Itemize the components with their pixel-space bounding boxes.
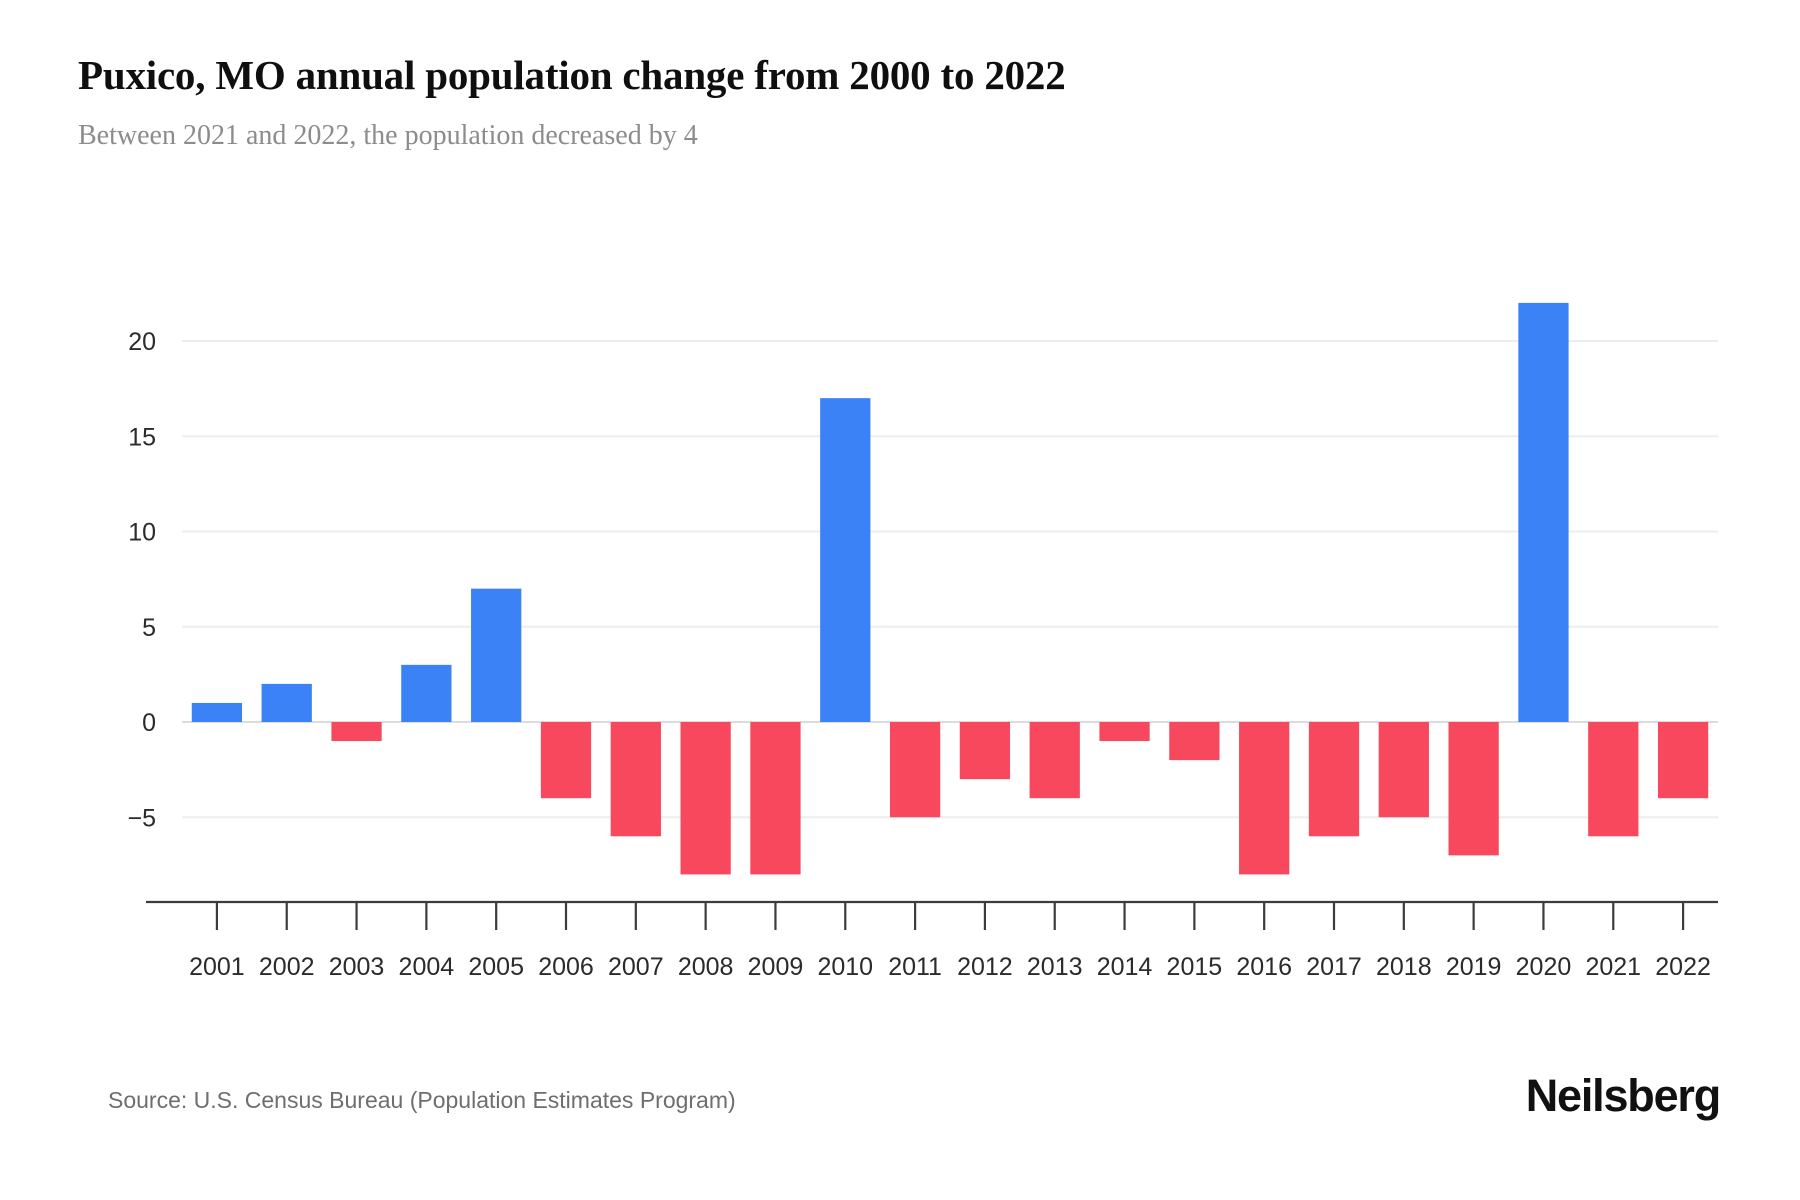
bar[interactable] xyxy=(1099,722,1150,742)
bar[interactable] xyxy=(191,702,243,722)
y-axis-tick-label: 15 xyxy=(128,423,156,451)
bar[interactable] xyxy=(1378,722,1429,818)
bar[interactable] xyxy=(1588,722,1639,837)
x-axis-tick-label: 2017 xyxy=(1306,953,1362,981)
bar[interactable] xyxy=(610,722,661,837)
bar[interactable] xyxy=(1448,722,1499,856)
bar[interactable] xyxy=(750,722,801,875)
x-axis-tick-label: 2009 xyxy=(748,953,804,981)
x-axis-tick-label: 2005 xyxy=(468,953,524,981)
page-title: Puxico, MO annual population change from… xyxy=(78,52,1066,98)
x-axis-tick-label: 2014 xyxy=(1097,953,1153,981)
y-axis-tick-label: 0 xyxy=(142,709,156,737)
bar[interactable] xyxy=(1308,722,1360,837)
source-note: Source: U.S. Census Bureau (Population E… xyxy=(108,1087,736,1113)
bar[interactable] xyxy=(959,722,1011,780)
bar[interactable] xyxy=(1169,722,1220,761)
x-axis-tick-label: 2001 xyxy=(189,953,245,981)
neilsberg-logo: Neilsberg xyxy=(1525,1070,1721,1121)
bar[interactable] xyxy=(1657,722,1709,799)
bar[interactable] xyxy=(331,722,382,742)
y-axis-tick-label: −5 xyxy=(127,804,156,832)
bar[interactable] xyxy=(680,722,731,875)
x-axis-tick-label: 2002 xyxy=(259,953,315,981)
chart-subtitle: Between 2021 and 2022, the population de… xyxy=(78,120,698,152)
bar[interactable] xyxy=(1239,722,1290,875)
x-axis-tick-label: 2016 xyxy=(1236,953,1292,981)
bar[interactable] xyxy=(261,683,312,722)
x-axis-tick-label: 2021 xyxy=(1585,953,1641,981)
y-axis-tick-label: 10 xyxy=(128,519,156,547)
bar[interactable] xyxy=(471,588,522,722)
bar[interactable] xyxy=(1029,722,1080,799)
y-axis-tick-label: 5 xyxy=(142,614,156,642)
bar[interactable] xyxy=(889,722,941,818)
x-axis-tick-label: 2003 xyxy=(329,953,385,981)
x-axis-tick-label: 2015 xyxy=(1167,953,1223,981)
x-axis-tick-label: 2013 xyxy=(1027,953,1083,981)
x-axis-tick-label: 2008 xyxy=(678,953,734,981)
bar[interactable] xyxy=(401,664,452,722)
x-axis-tick-label: 2011 xyxy=(888,953,942,981)
chart-header: Puxico, MO annual population change from… xyxy=(78,52,1698,153)
x-axis-tick-label: 2012 xyxy=(957,953,1013,981)
y-axis-tick-label: 20 xyxy=(128,328,156,356)
bar[interactable] xyxy=(820,398,871,722)
x-axis-tick-label: 2006 xyxy=(538,953,594,981)
bar[interactable] xyxy=(540,722,592,799)
x-axis-tick-label: 2020 xyxy=(1516,953,1572,981)
x-axis-tick-label: 2018 xyxy=(1376,953,1432,981)
bar[interactable] xyxy=(1518,302,1569,722)
x-axis-tick-label: 2007 xyxy=(608,953,664,981)
x-axis-tick-label: 2010 xyxy=(817,953,873,981)
x-axis-tick-label: 2019 xyxy=(1446,953,1502,981)
x-axis-tick-label: 2004 xyxy=(399,953,455,981)
x-axis-tick-label: 2022 xyxy=(1655,953,1711,981)
